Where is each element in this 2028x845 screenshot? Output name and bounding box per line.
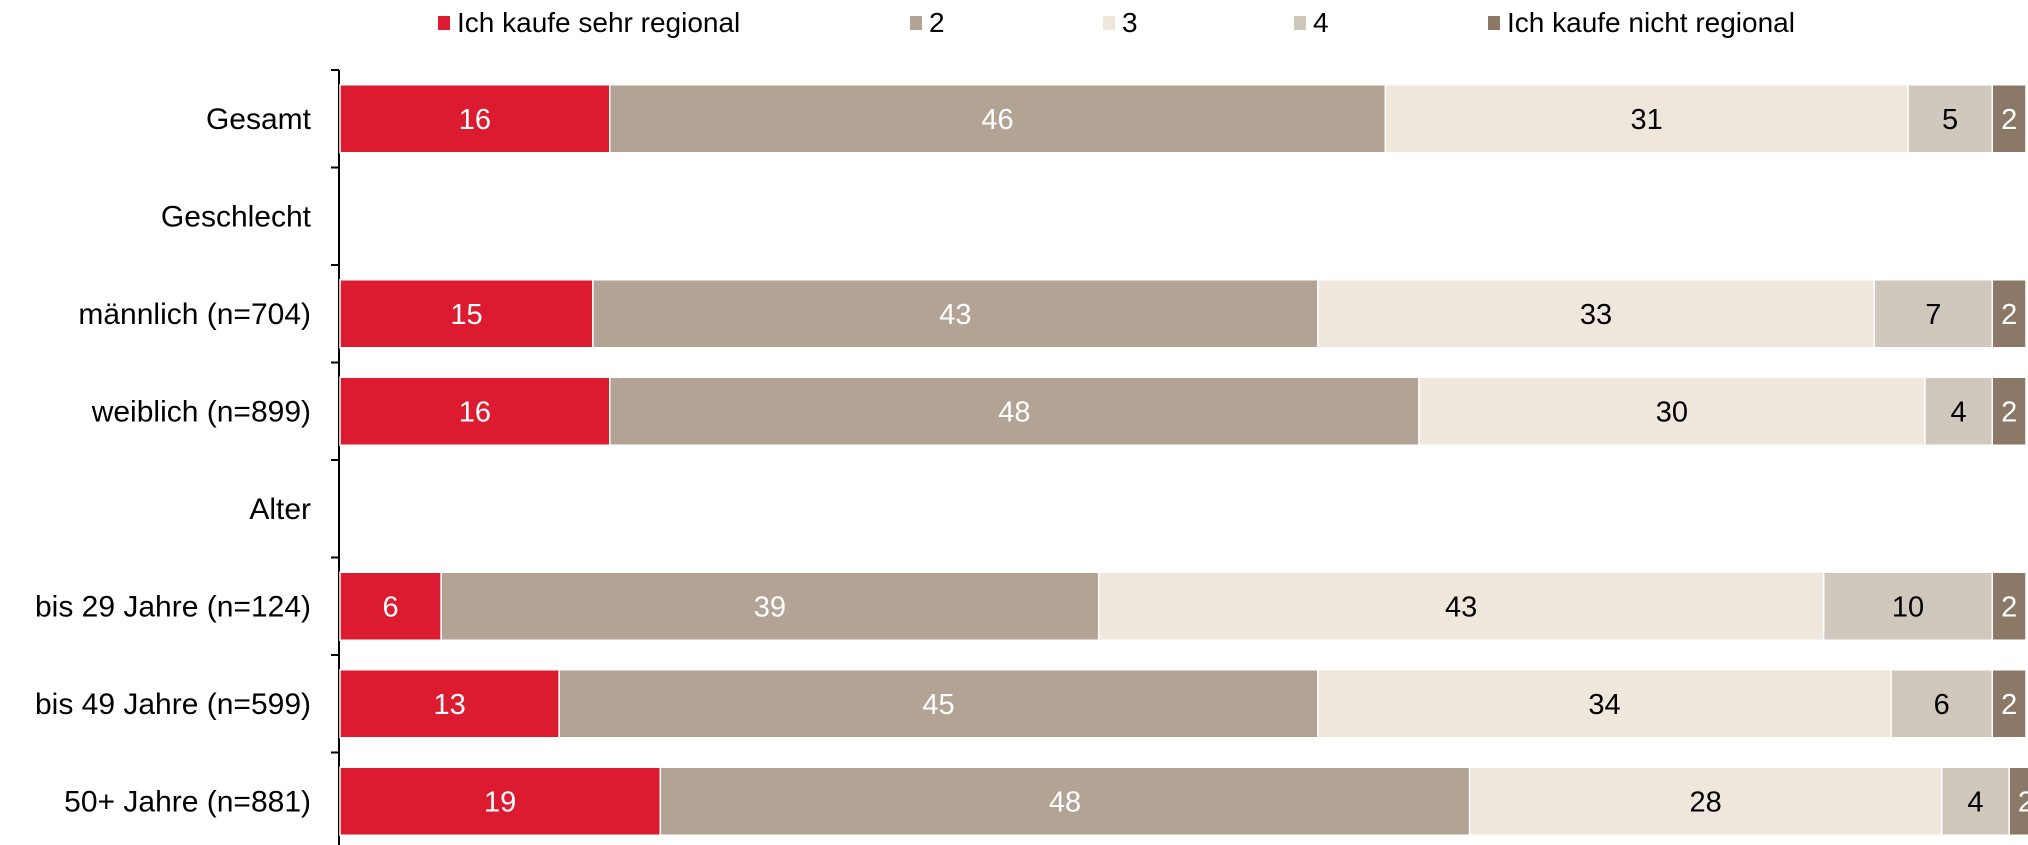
bar-segment-bis-49-jahre-n-599-ich-kaufe-nicht-regional xyxy=(1991,669,2027,739)
data-label-bis-29-jahre-n-124-4: 10 xyxy=(1892,591,1924,623)
bar-segment-gesamt-3 xyxy=(1384,84,1909,154)
data-label-gesamt-2: 46 xyxy=(981,104,1013,136)
bar-segment-weiblich-n-899-ich-kaufe-nicht-regional xyxy=(1991,376,2027,446)
legend-label-4: 4 xyxy=(1313,7,1329,38)
bar-segment-gesamt-2 xyxy=(609,84,1387,154)
bar-segment-bis-29-jahre-n-124-ich-kaufe-sehr-regional xyxy=(339,571,442,641)
bar-segment-weiblich-n-899-3 xyxy=(1418,376,1926,446)
bar-segment-bis-49-jahre-n-599-3 xyxy=(1317,669,1892,739)
data-label-weiblich-n-899-ich-kaufe-sehr-regional: 16 xyxy=(459,396,491,428)
data-label-bis-49-jahre-n-599-ich-kaufe-nicht-regional: 2 xyxy=(2001,689,2017,721)
bar-segment-50-jahre-n-881-2 xyxy=(659,766,1471,836)
data-label-weiblich-n-899-4: 4 xyxy=(1950,396,1966,428)
category-label-weiblich-n-899: weiblich (n=899) xyxy=(91,395,311,428)
data-label-bis-29-jahre-n-124-2: 39 xyxy=(754,591,786,623)
bars xyxy=(339,84,2028,836)
data-label-gesamt-3: 31 xyxy=(1631,104,1663,136)
legend-swatch-4 xyxy=(1294,16,1306,30)
data-label-m-nnlich-n-704-2: 43 xyxy=(939,299,971,331)
data-label-50-jahre-n-881-3: 28 xyxy=(1690,786,1722,818)
data-label-m-nnlich-n-704-4: 7 xyxy=(1925,299,1941,331)
data-label-50-jahre-n-881-ich-kaufe-sehr-regional: 19 xyxy=(484,786,516,818)
data-label-weiblich-n-899-3: 30 xyxy=(1656,396,1688,428)
category-label-geschlecht: Geschlecht xyxy=(161,200,312,233)
data-label-m-nnlich-n-704-ich-kaufe-sehr-regional: 15 xyxy=(450,299,482,331)
y-axis-ticks xyxy=(331,69,339,754)
bar-segment-gesamt-ich-kaufe-nicht-regional xyxy=(1991,84,2027,154)
data-label-50-jahre-n-881-4: 4 xyxy=(1967,786,1983,818)
legend-label-2: 2 xyxy=(929,7,945,38)
legend-label-ich-kaufe-nicht-regional: Ich kaufe nicht regional xyxy=(1507,7,1795,38)
data-label-gesamt-4: 5 xyxy=(1942,104,1958,136)
bar-segment-bis-29-jahre-n-124-3 xyxy=(1097,571,1825,641)
data-label-bis-49-jahre-n-599-3: 34 xyxy=(1588,689,1620,721)
category-label-50-jahre-n-881: 50+ Jahre (n=881) xyxy=(64,785,311,818)
category-labels: Gesamt Geschlecht männlich (n=704) weiblich… xyxy=(35,103,312,819)
data-label-bis-49-jahre-n-599-4: 6 xyxy=(1934,689,1950,721)
legend-swatch-2 xyxy=(910,16,922,30)
data-label-50-jahre-n-881-2: 48 xyxy=(1049,786,1081,818)
value-labels: 16 46 31 5 2 15 43 33 7 2 16 48 30 4 2 6 39 43 10 2 13 45 34 6 2… xyxy=(383,104,2028,819)
data-label-bis-49-jahre-n-599-2: 45 xyxy=(922,689,954,721)
category-label-gesamt: Gesamt xyxy=(206,103,312,136)
bar-segment-gesamt-4 xyxy=(1907,84,1994,154)
bar-segment-bis-29-jahre-n-124-4 xyxy=(1822,571,1994,641)
data-label-bis-29-jahre-n-124-3: 43 xyxy=(1445,591,1477,623)
bar-segment-m-nnlich-n-704-ich-kaufe-sehr-regional xyxy=(339,279,594,349)
legend-label-3: 3 xyxy=(1122,7,1138,38)
legend-swatch-ich-kaufe-sehr-regional xyxy=(438,16,450,30)
data-label-weiblich-n-899-2: 48 xyxy=(998,396,1030,428)
legend-swatch-3 xyxy=(1103,16,1115,30)
category-label-m-nnlich-n-704: männlich (n=704) xyxy=(78,298,311,331)
data-label-50-jahre-n-881-ich-kaufe-nicht-regional: 2 xyxy=(2018,786,2028,818)
bar-segment-bis-29-jahre-n-124-2 xyxy=(440,571,1100,641)
legend: Ich kaufe sehr regional 2 3 4 Ich kaufe nich… xyxy=(438,7,1795,38)
data-label-bis-49-jahre-n-599-ich-kaufe-sehr-regional: 13 xyxy=(433,689,465,721)
bar-segment-bis-49-jahre-n-599-ich-kaufe-sehr-regional xyxy=(339,669,560,739)
bar-segment-50-jahre-n-881-ich-kaufe-nicht-regional xyxy=(2008,766,2028,836)
legend-swatch-ich-kaufe-nicht-regional xyxy=(1488,16,1500,30)
bar-segment-m-nnlich-n-704-2 xyxy=(592,279,1319,349)
bar-segment-m-nnlich-n-704-3 xyxy=(1317,279,1876,349)
bar-segment-50-jahre-n-881-3 xyxy=(1468,766,1943,836)
bar-segment-m-nnlich-n-704-ich-kaufe-nicht-regional xyxy=(1991,279,2027,349)
data-label-m-nnlich-n-704-ich-kaufe-nicht-regional: 2 xyxy=(2001,299,2017,331)
data-label-gesamt-ich-kaufe-sehr-regional: 16 xyxy=(459,104,491,136)
legend-label-ich-kaufe-sehr-regional: Ich kaufe sehr regional xyxy=(457,7,740,38)
bar-segment-bis-49-jahre-n-599-4 xyxy=(1890,669,1994,739)
data-label-gesamt-ich-kaufe-nicht-regional: 2 xyxy=(2001,104,2017,136)
bar-segment-bis-49-jahre-n-599-2 xyxy=(558,669,1319,739)
bar-segment-bis-29-jahre-n-124-ich-kaufe-nicht-regional xyxy=(1991,571,2027,641)
bar-segment-50-jahre-n-881-ich-kaufe-sehr-regional xyxy=(339,766,662,836)
category-label-alter: Alter xyxy=(249,493,311,526)
bar-segment-weiblich-n-899-ich-kaufe-sehr-regional xyxy=(339,376,611,446)
data-label-bis-29-jahre-n-124-ich-kaufe-sehr-regional: 6 xyxy=(383,591,399,623)
category-label-bis-29-jahre-n-124: bis 29 Jahre (n=124) xyxy=(35,590,311,623)
data-label-weiblich-n-899-ich-kaufe-nicht-regional: 2 xyxy=(2001,396,2017,428)
data-label-bis-29-jahre-n-124-ich-kaufe-nicht-regional: 2 xyxy=(2001,591,2017,623)
bar-segment-m-nnlich-n-704-4 xyxy=(1873,279,1994,349)
data-label-m-nnlich-n-704-3: 33 xyxy=(1580,299,1612,331)
category-label-bis-49-jahre-n-599: bis 49 Jahre (n=599) xyxy=(35,688,311,721)
